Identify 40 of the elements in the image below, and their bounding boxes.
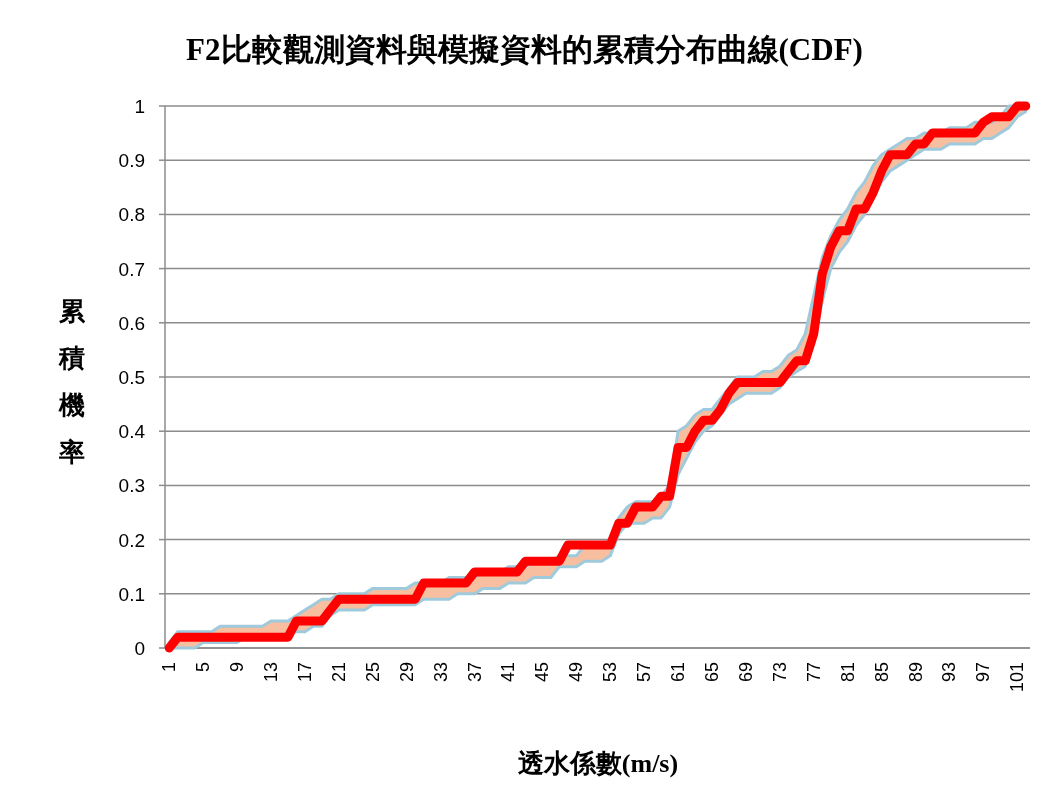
x-tick-label: 53	[600, 662, 621, 683]
x-tick-label: 49	[566, 662, 587, 683]
y-axis-title: 累積機率	[58, 297, 86, 467]
x-axis-title: 透水係數(m/s)	[517, 749, 679, 778]
x-tick-label: 1	[159, 662, 180, 673]
x-tick-label: 61	[668, 662, 689, 683]
x-tick-label: 89	[905, 662, 926, 683]
x-tick-label: 73	[769, 662, 790, 683]
y-tick-label: 0.5	[118, 367, 145, 388]
y-tick-label: 0.1	[118, 583, 145, 605]
x-tick-label: 97	[973, 662, 994, 683]
chart-title: F2比較觀測資料與模擬資料的累積分布曲線(CDF)	[186, 32, 863, 67]
x-tick-label: 33	[430, 662, 451, 683]
x-tick-label: 81	[837, 662, 858, 683]
x-tick-label: 101	[1007, 662, 1028, 693]
x-tick-label: 45	[532, 662, 553, 683]
y-tick-label: 0.4	[118, 421, 146, 443]
x-tick-label: 37	[464, 662, 485, 683]
x-tick-label: 25	[362, 662, 383, 683]
x-tick-label: 5	[193, 662, 214, 673]
y-tick-label: 0.9	[118, 150, 145, 172]
x-tick-label: 9	[227, 662, 248, 673]
y-tick-label: 1	[134, 96, 145, 117]
x-tick-label: 29	[396, 662, 417, 683]
x-tick-label: 21	[328, 662, 349, 683]
x-tick-label: 77	[803, 662, 824, 683]
x-tick-label: 85	[871, 662, 892, 683]
y-tick-label: 0.2	[118, 529, 145, 551]
y-tick-label: 0.3	[118, 475, 145, 497]
y-tick-label: 0	[134, 638, 145, 659]
x-tick-label: 17	[294, 662, 315, 683]
y-tick-label: 0.7	[118, 258, 145, 280]
y-tick-label: 0.8	[118, 204, 145, 226]
x-tick-label: 69	[735, 662, 756, 683]
x-tick-label: 65	[701, 662, 722, 683]
x-tick-label: 93	[939, 662, 960, 683]
y-tick-label: 0.6	[118, 312, 145, 334]
x-tick-label: 57	[634, 662, 655, 683]
x-tick-label: 13	[261, 662, 281, 683]
x-tick-label: 41	[498, 662, 519, 683]
